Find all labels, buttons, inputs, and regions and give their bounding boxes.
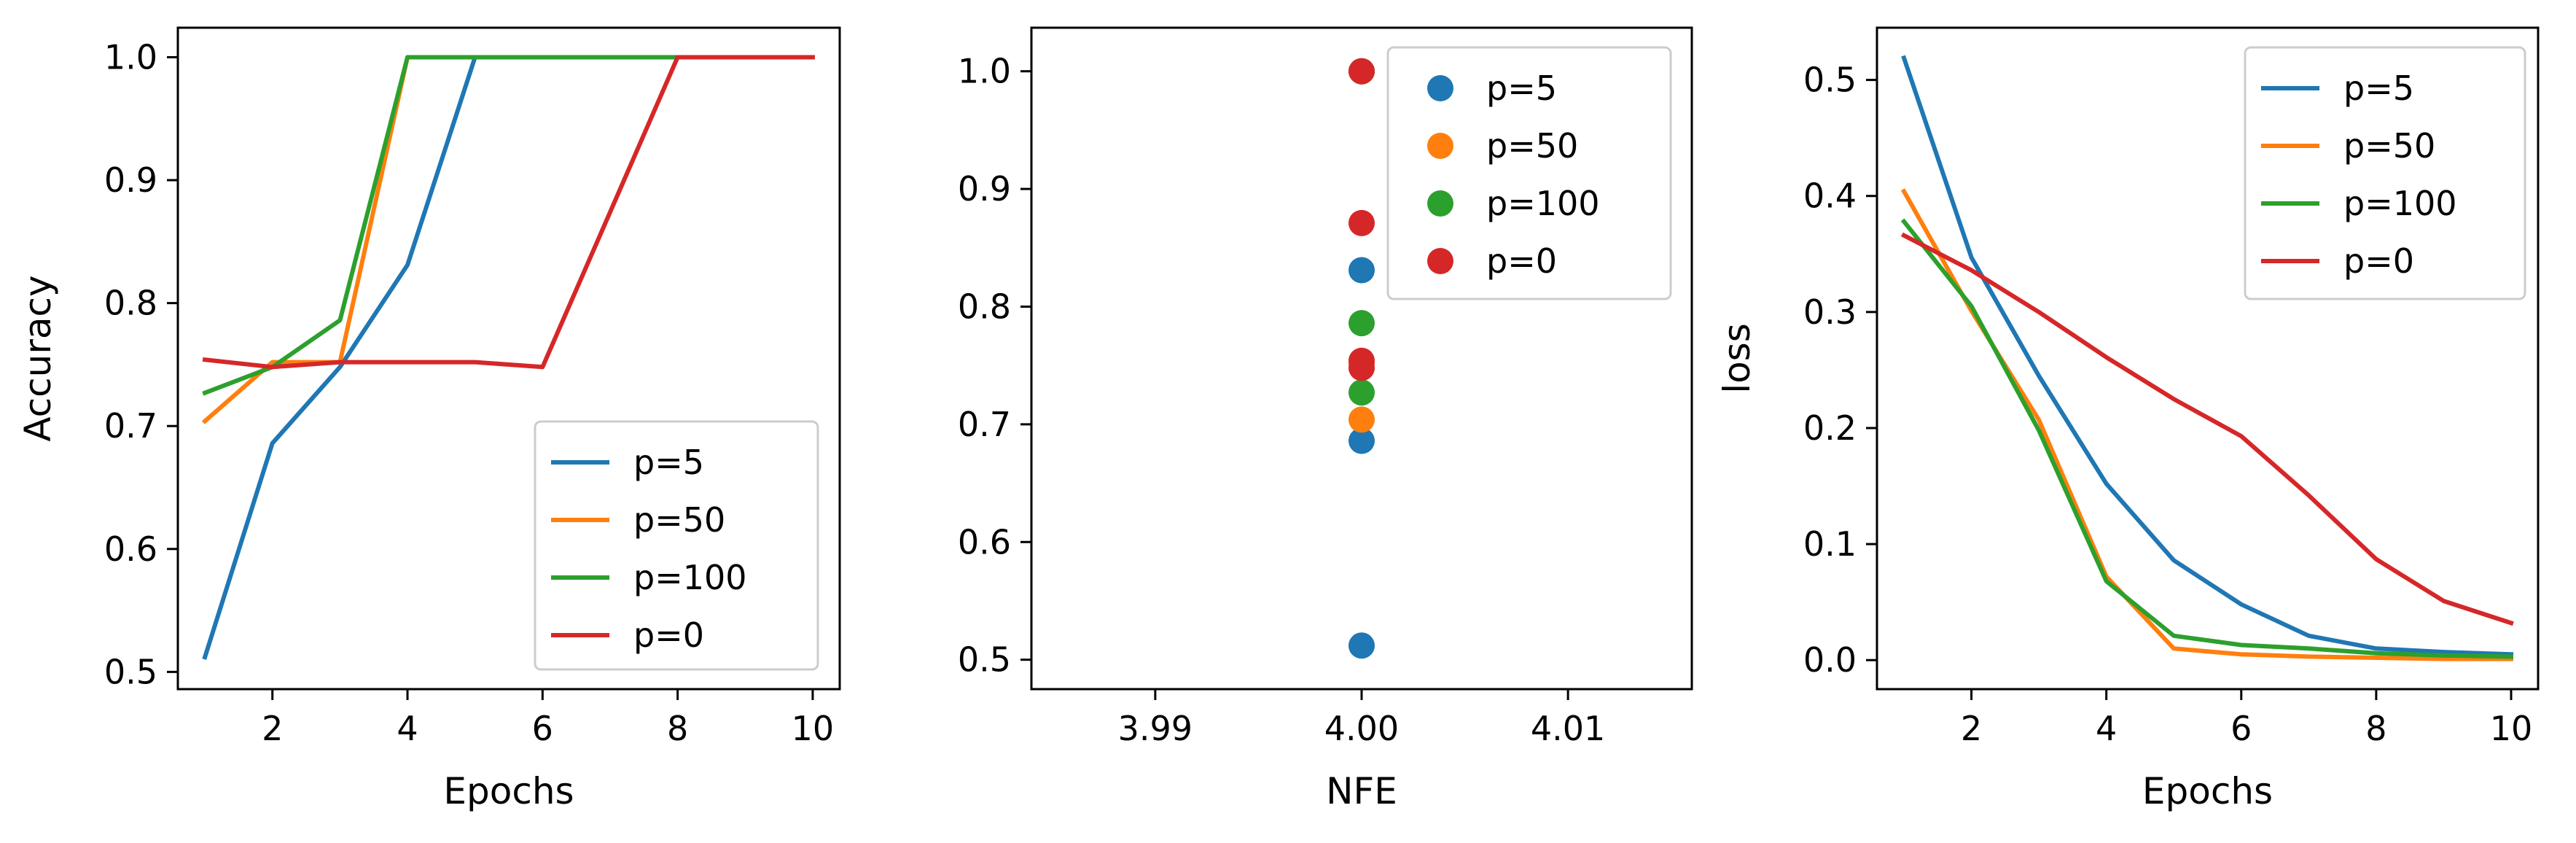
chart-panel-1: 2 4 6 8 10 0.5 0.6 0.7 0.8 0.9 1.0 Epochs Accuracy p=…: [17, 26, 841, 812]
series-line-p=0: [1900, 232, 2514, 626]
x-tick-label: 2: [1961, 709, 1982, 748]
legend-marker-p=0: [1427, 248, 1453, 274]
legend-label-p=5: p=5: [1486, 69, 1557, 108]
y-tick-label: 0.0: [1803, 640, 1857, 680]
data-point-p=100-1: [1349, 379, 1375, 406]
y-tick-label: 1.0: [958, 52, 1011, 91]
x-axis-label: NFE: [1326, 770, 1397, 812]
series-line-p=5: [1901, 55, 2514, 657]
legend-label-p=50: p=50: [1486, 126, 1578, 166]
y-tick-label: 0.5: [104, 652, 157, 691]
data-point-p=5-3: [1349, 257, 1375, 284]
y-tick-label: 0.8: [104, 284, 157, 323]
y-tick-label: 0.6: [104, 529, 157, 569]
x-tick-label: 2: [262, 709, 283, 748]
data-point-p=0-3: [1349, 209, 1375, 236]
series-line-p=100: [1900, 218, 2514, 659]
legend-marker-p=50: [1427, 133, 1453, 159]
legend-label-p=100: p=100: [2343, 184, 2457, 223]
legend-label-p=5: p=5: [633, 443, 704, 482]
legend-box: [534, 420, 819, 671]
legend-label-p=0: p=0: [1486, 241, 1557, 281]
series-line-p=0: [202, 55, 815, 370]
axes-frame: [1876, 26, 2540, 691]
y-tick-label: 0.7: [958, 405, 1011, 444]
data-point-p=50-1: [1349, 406, 1375, 433]
x-tick-label: 8: [2365, 709, 2386, 748]
legend: p=5 p=50 p=100 p=0: [2244, 46, 2526, 300]
y-tick-label: 0.6: [958, 522, 1011, 562]
data-point-p=100-2: [1349, 310, 1375, 337]
legend-label-p=0: p=0: [633, 615, 704, 655]
data-point-p=5-1: [1349, 632, 1375, 659]
y-tick-label: 0.5: [958, 640, 1011, 680]
y-tick-label: 0.1: [1803, 524, 1857, 564]
x-tick-label: 6: [532, 709, 553, 748]
x-tick-label: 10: [2490, 709, 2533, 748]
x-tick-label: 4.00: [1324, 709, 1399, 748]
y-tick-label: 0.9: [104, 160, 157, 200]
legend-label-p=100: p=100: [1486, 184, 1600, 223]
y-axis-label: Accuracy: [17, 275, 59, 441]
x-axis-label: Epochs: [2142, 770, 2273, 812]
y-tick-label: 0.8: [958, 287, 1011, 326]
legend-marker-p=100: [1427, 190, 1453, 217]
y-axis-label: loss: [1716, 323, 1758, 394]
y-tick-label: 0.7: [104, 406, 157, 446]
x-tick-label: 8: [667, 709, 688, 748]
data-point-p=0-4: [1349, 58, 1375, 85]
legend-marker-p=5: [1427, 75, 1453, 101]
x-tick-label: 3.99: [1118, 709, 1193, 748]
legend-box: [2244, 46, 2526, 300]
y-tick-label: 1.0: [104, 37, 157, 77]
legend-label-p=0: p=0: [2343, 241, 2414, 281]
x-axis-label: Epochs: [443, 770, 574, 812]
y-tick-label: 0.4: [1803, 176, 1857, 216]
x-tick-label: 4: [2096, 709, 2117, 748]
y-tick-label: 0.9: [958, 169, 1011, 209]
axes-frame: [176, 26, 841, 691]
legend-label-p=50: p=50: [633, 500, 725, 540]
legend-label-p=100: p=100: [633, 558, 747, 597]
data-point-p=0-2: [1349, 347, 1375, 374]
legend: p=5 p=50 p=100 p=0: [1386, 46, 1672, 300]
x-tick-label: 4.01: [1531, 709, 1605, 748]
chart-panel-3: 2 4 6 8 100.00.10.20.30.40.5Epochslossp=5p=5…: [1716, 26, 2540, 812]
x-tick-label: 4: [397, 709, 418, 748]
y-tick-label: 0.2: [1803, 408, 1857, 448]
x-tick-label: 10: [792, 709, 835, 748]
legend: p=5 p=50 p=100 p=0: [534, 420, 819, 671]
y-tick-label: 0.5: [1803, 61, 1857, 100]
x-tick-label: 6: [2230, 709, 2252, 748]
data-point-p=5-2: [1349, 427, 1375, 454]
legend-box: [1386, 46, 1672, 300]
chart-panel-2: 3.99 4.00 4.01 0.5 0.6 0.7 0.8 0.9 1.0 NFE p=5 p=50…: [958, 26, 1693, 812]
legend-label-p=5: p=5: [2343, 69, 2414, 108]
series-line-p=100: [202, 55, 815, 396]
legend-label-p=50: p=50: [2343, 126, 2435, 166]
y-tick-label: 0.3: [1803, 292, 1857, 332]
